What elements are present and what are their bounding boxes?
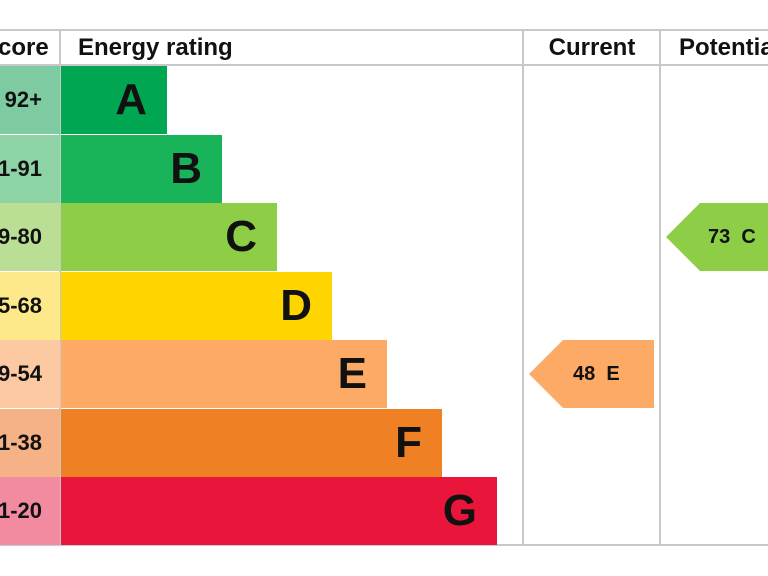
score-range-label: 69-80 — [0, 224, 42, 249]
band-letter: F — [395, 417, 422, 467]
band-bar-g: G — [61, 477, 497, 545]
score-cell-b: 81-91 — [0, 134, 60, 203]
potential-rating-arrow: 73 C — [666, 203, 768, 271]
band-letter: D — [280, 280, 312, 330]
score-range-label: 55-68 — [0, 292, 42, 318]
band-bar-f: F — [61, 408, 442, 477]
band-letter: B — [170, 143, 202, 193]
score-cell-a: 92+ — [0, 66, 60, 134]
score-range-label: 81-91 — [0, 155, 42, 181]
band-bar-d: D — [61, 271, 332, 340]
band-bar-e: E — [61, 340, 387, 408]
current-rating-arrow: 48 E — [529, 340, 654, 408]
potential-header: Potential — [679, 34, 768, 61]
band-bar-c: C — [61, 203, 277, 271]
band-letter: A — [115, 75, 147, 124]
top-border — [0, 29, 768, 31]
bottom-border — [0, 544, 768, 546]
potential-divider — [659, 29, 661, 546]
potential-rating-label: 73 C — [708, 226, 756, 248]
score-range-label: 92+ — [4, 87, 42, 112]
score-cell-g: 1-20 — [0, 477, 60, 545]
score-divider — [59, 29, 61, 546]
energy-rating-header: Energy rating — [78, 34, 233, 61]
band-letter: C — [225, 212, 257, 261]
current-arrow-shape — [529, 340, 654, 408]
score-range-label: 1-20 — [0, 498, 42, 523]
band-letter: G — [442, 486, 477, 535]
score-cell-e: 39-54 — [0, 340, 60, 408]
score-cell-c: 69-80 — [0, 203, 60, 271]
score-cell-d: 55-68 — [0, 271, 60, 340]
band-bar-a: A — [61, 66, 167, 134]
score-header: Score — [0, 34, 49, 61]
score-range-label: 21-38 — [0, 429, 42, 455]
score-range-label: 39-54 — [0, 361, 42, 386]
current-rating-label: 48 E — [573, 363, 620, 385]
header-divider — [0, 64, 768, 66]
band-bar-b: B — [61, 134, 222, 203]
potential-arrow-shape — [666, 203, 768, 271]
current-divider — [522, 29, 524, 546]
band-letter: E — [337, 349, 367, 398]
score-cell-f: 21-38 — [0, 408, 60, 477]
current-header: Current — [548, 34, 636, 61]
